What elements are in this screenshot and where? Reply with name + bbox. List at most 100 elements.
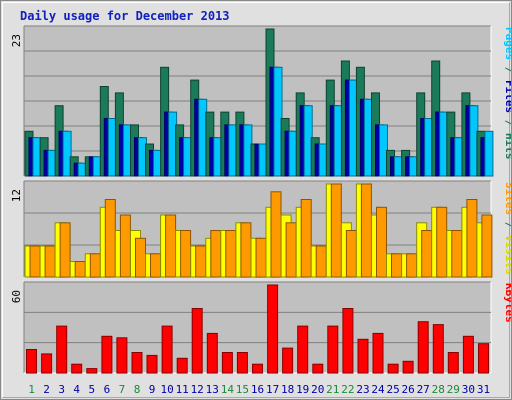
x-tick-label-22: 22 (341, 383, 354, 396)
x-tick-label-16: 16 (251, 383, 264, 396)
x-tick-label-25: 25 (386, 383, 399, 396)
x-tick-label-29: 29 (447, 383, 460, 396)
bar-kbytes-day-2 (41, 353, 53, 374)
bar-sites-day-24 (376, 206, 387, 278)
x-tick-label-8: 8 (134, 383, 141, 396)
bar-sites-day-13 (210, 230, 222, 278)
bar-kbytes-day-25 (387, 363, 399, 374)
bar-sites-day-5 (89, 253, 101, 278)
x-tick-label-20: 20 (311, 383, 324, 396)
x-tick-label-28: 28 (432, 383, 445, 396)
bar-sites-day-25 (391, 253, 402, 278)
x-tick-label-30: 30 (462, 383, 475, 396)
legend-part: / (503, 113, 511, 133)
bar-sites-day-26 (406, 253, 418, 278)
bar-kbytes-day-28 (432, 324, 444, 374)
series-legend-label: Pages / Files / Hits (503, 27, 511, 160)
x-tick-label-27: 27 (417, 383, 430, 396)
bar-kbytes-day-24 (372, 332, 384, 374)
bar-kbytes-day-18 (282, 347, 294, 374)
bar-kbytes-day-16 (252, 363, 263, 374)
bar-kbytes-day-15 (236, 352, 248, 374)
bar-sites-day-28 (436, 206, 448, 278)
bar-sites-day-19 (300, 199, 312, 278)
x-tick-label-2: 2 (43, 383, 50, 396)
bar-sites-day-10 (165, 214, 177, 278)
legend-part: Visits (503, 235, 511, 275)
bar-kbytes-day-8 (131, 352, 143, 374)
x-tick-label-21: 21 (326, 383, 339, 396)
bar-kbytes-day-13 (206, 332, 218, 374)
x-tick-label-3: 3 (58, 383, 65, 396)
bar-kbytes-day-12 (191, 308, 203, 374)
bar-pages-day-31 (484, 130, 494, 177)
x-tick-label-9: 9 (149, 383, 156, 396)
panel-kbytes: 60 KBytes (10, 281, 511, 374)
bar-kbytes-day-27 (417, 321, 429, 374)
x-tick-label-18: 18 (281, 383, 294, 396)
legend-part: Hits (503, 133, 511, 160)
x-tick-label-31: 31 (477, 383, 490, 396)
legend-part: Pages (503, 27, 511, 60)
bar-kbytes-day-9 (146, 354, 158, 374)
bar-sites-day-6 (104, 199, 116, 278)
bar-kbytes-day-31 (478, 343, 489, 374)
legend-part: Files (503, 80, 511, 113)
bar-sites-day-15 (240, 222, 252, 278)
bar-kbytes-day-1 (26, 349, 37, 374)
y-max-label: 23 (10, 34, 23, 47)
bar-kbytes-day-20 (312, 363, 324, 374)
x-tick-label-1: 1 (28, 383, 35, 396)
x-tick-label-23: 23 (356, 383, 369, 396)
x-tick-label-14: 14 (221, 383, 235, 396)
bar-sites-day-16 (255, 237, 267, 278)
x-tick-label-12: 12 (191, 383, 204, 396)
bar-sites-day-17 (270, 191, 282, 278)
bar-kbytes-day-21 (327, 325, 339, 374)
x-axis-labels: 1 2 3 4 5 6 7 8 9 10 11 12 13 14 15 16 17 18 19 20 21 22 23 24 2… (28, 383, 490, 396)
x-tick-label-7: 7 (119, 383, 126, 396)
x-tick-label-10: 10 (160, 383, 173, 396)
x-tick-label-15: 15 (236, 383, 249, 396)
x-tick-label-5: 5 (88, 383, 95, 396)
y-max-label: 12 (10, 189, 23, 202)
bar-sites-day-2 (44, 245, 56, 278)
bar-sites-day-12 (195, 245, 207, 278)
bar-kbytes-day-11 (176, 357, 188, 374)
x-tick-label-17: 17 (266, 383, 279, 396)
bar-sites-day-4 (74, 261, 86, 278)
bar-sites-day-3 (59, 222, 71, 278)
bar-kbytes-day-7 (116, 337, 128, 374)
series-legend-label: KBytes (503, 283, 511, 323)
bar-sites-day-20 (315, 245, 327, 278)
bar-sites-day-18 (285, 222, 297, 278)
bar-sites-day-22 (345, 230, 357, 278)
bar-kbytes-day-26 (402, 360, 414, 374)
panel-visits-sites: 12 Sites / Visits (10, 180, 511, 278)
x-tick-label-11: 11 (176, 383, 189, 396)
bar-kbytes-day-3 (56, 325, 68, 374)
bar-sites-day-14 (225, 230, 237, 278)
x-tick-label-26: 26 (401, 383, 414, 396)
bar-sites-day-1 (29, 245, 41, 278)
panel-hits-files-pages: 23 Pages / Files / Hits (10, 25, 511, 177)
bar-sites-day-9 (150, 253, 161, 278)
bar-kbytes-day-29 (447, 352, 459, 374)
bar-sites-day-23 (360, 183, 372, 278)
series-legend-label: Sites / Visits (503, 182, 511, 275)
bar-kbytes-day-17 (267, 284, 279, 374)
chart-title: Daily usage for December 2013 (20, 9, 230, 23)
bar-sites-day-29 (451, 230, 463, 278)
bar-sites-day-7 (119, 214, 131, 278)
bar-kbytes-day-19 (297, 325, 309, 374)
bar-sites-day-30 (466, 199, 478, 278)
y-max-label: 60 (10, 290, 23, 303)
bar-kbytes-day-22 (342, 308, 354, 374)
bar-kbytes-day-30 (462, 335, 474, 374)
bar-kbytes-day-5 (86, 368, 98, 374)
legend-part: Sites (503, 182, 511, 215)
bar-kbytes-day-4 (71, 363, 83, 374)
legend-part: KBytes (503, 283, 511, 323)
